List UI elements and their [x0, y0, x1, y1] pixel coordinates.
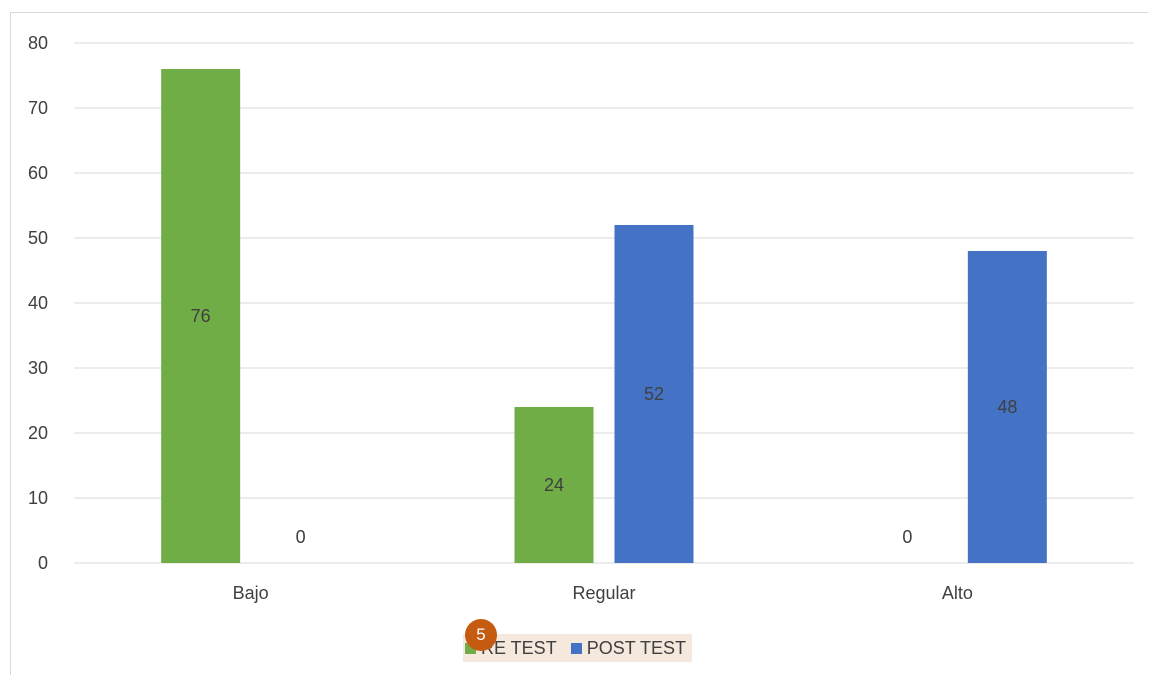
data-label: 48	[997, 397, 1017, 417]
legend-swatch-pre-test	[465, 642, 476, 654]
step-number-badge: 5	[465, 619, 497, 651]
y-tick-label: 20	[28, 423, 48, 443]
data-label: 0	[902, 527, 912, 547]
bars	[161, 69, 1047, 563]
bar-pre-test-bajo[interactable]	[161, 69, 241, 563]
y-tick-label: 70	[28, 98, 48, 118]
data-label: 76	[191, 306, 211, 326]
y-tick-label: 30	[28, 358, 48, 378]
legend-label-post-test: POST TEST	[586, 638, 687, 658]
y-axis-ticks: 0 10 20 30 40 50 60 70 80	[28, 33, 48, 573]
data-labels: 76 0 24 52 0 48	[191, 306, 1018, 547]
gridlines	[74, 42, 1134, 564]
legend-item-pre-test[interactable]: RE TEST	[465, 639, 557, 657]
x-tick-label-bajo: Bajo	[233, 583, 269, 603]
data-label: 0	[296, 527, 306, 547]
data-label: 24	[544, 475, 564, 495]
x-tick-label-regular: Regular	[572, 583, 635, 603]
y-tick-label: 40	[28, 293, 48, 313]
y-tick-label: 60	[28, 163, 48, 183]
y-tick-label: 10	[28, 488, 48, 508]
chart-frame	[10, 12, 1148, 675]
bar-post-test-alto[interactable]	[967, 251, 1047, 563]
data-label: 52	[644, 384, 664, 404]
legend-item-post-test[interactable]: POST TEST	[570, 638, 687, 658]
y-tick-label: 50	[28, 228, 48, 248]
y-tick-label: 0	[38, 553, 48, 573]
bar-pre-test-regular[interactable]	[514, 407, 594, 563]
legend-swatch-post-test	[570, 642, 582, 654]
x-tick-label-alto: Alto	[942, 583, 973, 603]
legend-label-pre-test: RE TEST	[481, 638, 557, 658]
bar-post-test-regular[interactable]	[614, 225, 694, 563]
y-tick-label: 80	[28, 33, 48, 53]
chart-legend: RE TEST POST TEST	[463, 634, 693, 662]
x-axis-ticks: Bajo Regular Alto	[233, 583, 973, 603]
